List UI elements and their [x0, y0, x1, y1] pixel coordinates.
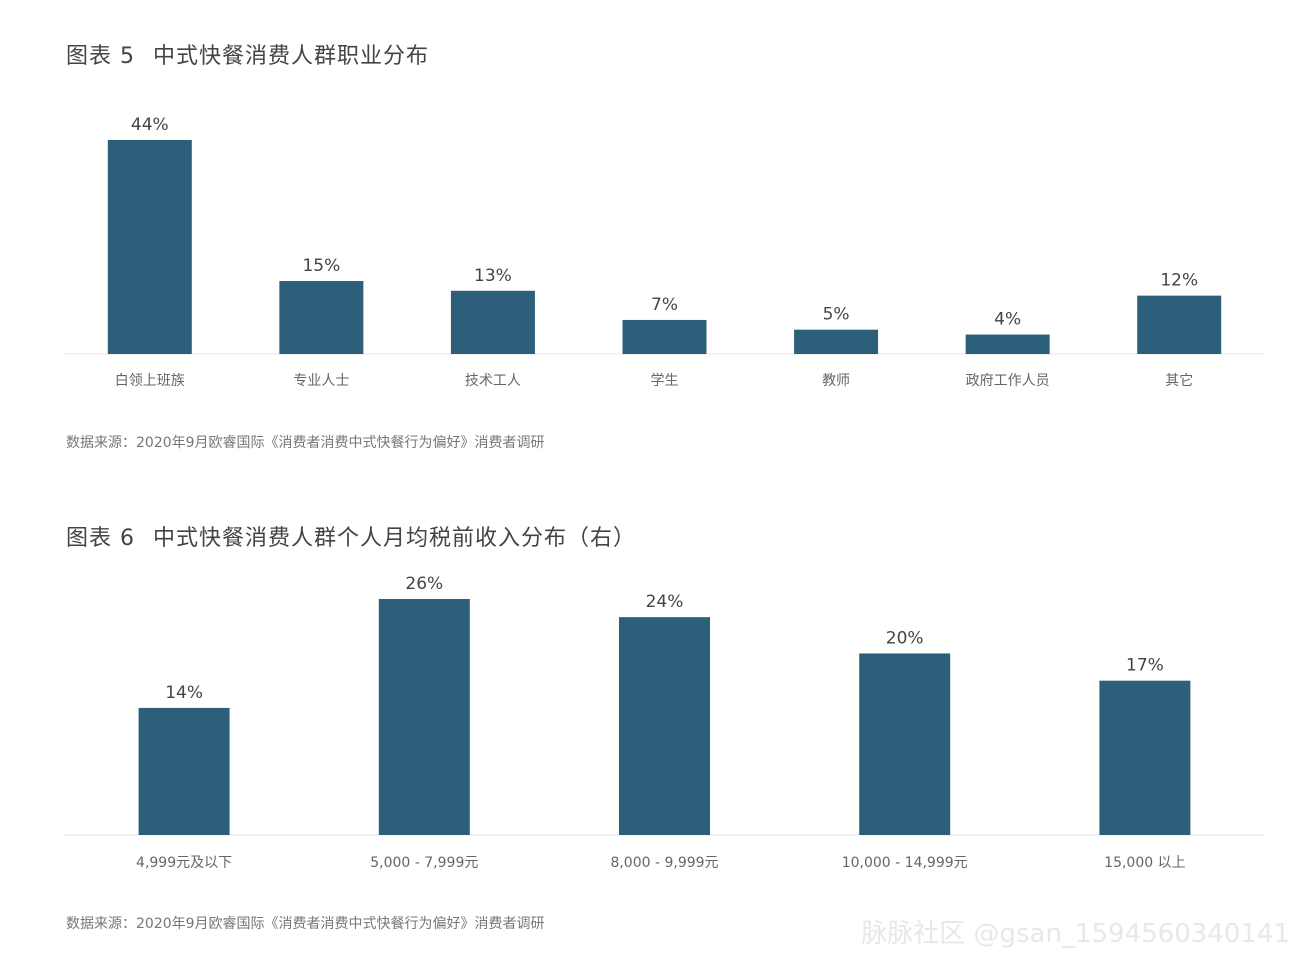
- data-label: 14%: [165, 683, 203, 703]
- bar: [965, 334, 1050, 354]
- bar: [1099, 680, 1191, 835]
- data-label: 26%: [405, 574, 443, 594]
- bar: [450, 290, 535, 354]
- bar: [859, 653, 951, 835]
- chart-2-title-text: 中式快餐消费人群个人月均税前收入分布（右）: [153, 526, 637, 551]
- chart-1-title-text: 中式快餐消费人群职业分布: [153, 44, 430, 69]
- category-label: 5,000 - 7,999元: [370, 855, 478, 871]
- data-label: 4%: [994, 310, 1021, 330]
- bar: [107, 140, 192, 354]
- data-label: 17%: [1126, 656, 1164, 676]
- chart-1-source: 数据来源：2020年9月欧睿国际《消费者消费中式快餐行为偏好》消费者调研: [66, 435, 545, 451]
- bar: [794, 329, 879, 354]
- bar: [279, 281, 364, 354]
- category-label: 白领上班族: [115, 373, 185, 389]
- watermark: 脉脉社区 @gsan_1594560340141: [861, 919, 1290, 949]
- category-label: 其它: [1165, 372, 1193, 389]
- category-label: 教师: [822, 373, 850, 389]
- chart-2-title: 图表 6 中式快餐消费人群个人月均税前收入分布（右）: [66, 520, 636, 552]
- data-label: 7%: [651, 295, 678, 315]
- category-label: 10,000 - 14,999元: [842, 855, 968, 871]
- data-label: 12%: [1160, 271, 1198, 291]
- bar: [622, 319, 707, 354]
- category-label: 15,000 以上: [1104, 855, 1185, 871]
- data-label: 5%: [823, 305, 850, 325]
- data-label: 13%: [474, 266, 512, 286]
- bar: [1137, 295, 1222, 354]
- category-label: 专业人士: [293, 373, 349, 389]
- category-label: 4,999元及以下: [136, 855, 232, 871]
- chart-2: 14% 4,999元及以下 26% 5,000 - 7,999元 24% 8,000 - …: [0, 560, 1312, 880]
- data-label: 24%: [646, 592, 684, 612]
- chart-1-title-number: 图表 5: [66, 44, 135, 69]
- chart-1-title: 图表 5 中式快餐消费人群职业分布: [66, 38, 429, 70]
- category-label: 8,000 - 9,999元: [610, 855, 718, 871]
- data-label: 44%: [131, 115, 169, 135]
- chart-2-source: 数据来源：2020年9月欧睿国际《消费者消费中式快餐行为偏好》消费者调研: [66, 916, 545, 932]
- bar: [619, 617, 710, 835]
- category-label: 学生: [651, 373, 679, 389]
- bar: [138, 707, 230, 835]
- chart-1: 44% 白领上班族 15% 专业人士 13% 技术工人 7% 学生 5% 教师 4% 政府工作人员 12…: [0, 100, 1312, 400]
- chart-2-title-number: 图表 6: [66, 526, 135, 551]
- chart-2-svg: 14% 4,999元及以下 26% 5,000 - 7,999元 24% 8,000 - …: [64, 574, 1265, 871]
- bar: [378, 599, 470, 835]
- data-label: 20%: [886, 628, 924, 648]
- category-label: 政府工作人员: [966, 373, 1050, 389]
- chart-1-svg: 44% 白领上班族 15% 专业人士 13% 技术工人 7% 学生 5% 教师 4% 政府工作人员 12…: [64, 115, 1265, 389]
- category-label: 技术工人: [465, 373, 521, 389]
- data-label: 15%: [302, 256, 340, 276]
